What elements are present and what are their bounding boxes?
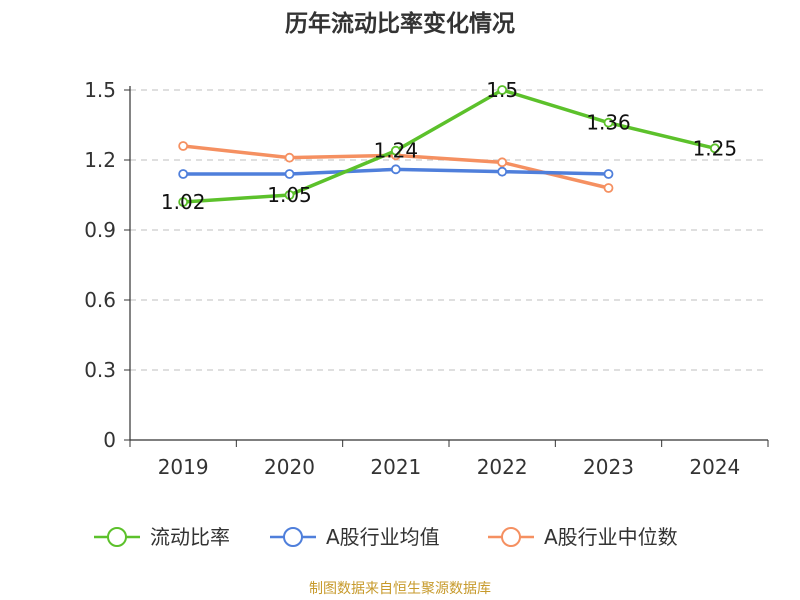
data-point[interactable] bbox=[603, 117, 614, 128]
legend-label: A股行业均值 bbox=[326, 525, 440, 549]
data-point[interactable] bbox=[390, 164, 401, 175]
legend-item[interactable]: A股行业中位数 bbox=[488, 525, 678, 549]
series-0 bbox=[178, 85, 720, 207]
data-point[interactable] bbox=[709, 143, 720, 154]
data-point[interactable] bbox=[497, 85, 508, 95]
y-tick-label: 1.2 bbox=[84, 148, 116, 172]
data-point[interactable] bbox=[497, 157, 508, 168]
data-label: 1.5 bbox=[486, 78, 518, 102]
gridlines bbox=[130, 89, 768, 371]
y-tick-label: 1.5 bbox=[84, 78, 116, 102]
data-point[interactable] bbox=[284, 190, 295, 200]
legend-marker bbox=[107, 527, 127, 547]
data-point[interactable] bbox=[178, 169, 189, 179]
data-point[interactable] bbox=[390, 145, 401, 156]
legend-marker bbox=[283, 527, 303, 547]
legend-marker bbox=[501, 527, 521, 547]
x-tick-label: 2019 bbox=[158, 455, 209, 479]
series-line bbox=[183, 88, 716, 204]
y-tick-label: 0.3 bbox=[84, 358, 116, 382]
x-tick-label: 2023 bbox=[583, 455, 634, 479]
data-label: 1.05 bbox=[267, 183, 312, 207]
data-label: 1.36 bbox=[586, 111, 631, 135]
data-point[interactable] bbox=[603, 169, 614, 179]
legend-label: A股行业中位数 bbox=[544, 525, 678, 549]
data-point[interactable] bbox=[284, 169, 295, 179]
data-point[interactable] bbox=[497, 166, 508, 177]
data-point[interactable] bbox=[178, 141, 189, 151]
data-point[interactable] bbox=[178, 197, 189, 207]
x-tick-label: 2020 bbox=[264, 455, 315, 479]
chart-title: 历年流动比率变化情况 bbox=[285, 11, 515, 37]
legend-item[interactable]: A股行业均值 bbox=[270, 525, 440, 549]
legend-item[interactable]: 流动比率 bbox=[94, 525, 230, 549]
axes: 0 0.3 0.6 0.9 1.2 1.5 2019 2020 2021 2022 2023 2024 bbox=[84, 78, 769, 479]
data-point[interactable] bbox=[603, 183, 614, 193]
data-labels: 1.02 1.05 1.24 1.5 1.36 1.25 bbox=[161, 78, 737, 214]
series-lines bbox=[178, 85, 720, 207]
x-tick-label: 2024 bbox=[689, 455, 740, 479]
data-label: 1.25 bbox=[693, 136, 738, 160]
x-tick-label: 2022 bbox=[477, 455, 528, 479]
data-point[interactable] bbox=[284, 152, 295, 163]
y-tick-label: 0.9 bbox=[84, 218, 116, 242]
source-note: 制图数据来自恒生聚源数据库 bbox=[309, 581, 491, 597]
x-tick-label: 2021 bbox=[370, 455, 421, 479]
legend: 流动比率 A股行业均值 A股行业中位数 bbox=[94, 525, 678, 549]
y-tick-label: 0 bbox=[103, 428, 116, 452]
data-label: 1.24 bbox=[374, 139, 419, 163]
data-label: 1.02 bbox=[161, 190, 206, 214]
series-1 bbox=[178, 164, 614, 179]
y-tick-label: 0.6 bbox=[84, 288, 116, 312]
legend-label: 流动比率 bbox=[150, 525, 230, 549]
